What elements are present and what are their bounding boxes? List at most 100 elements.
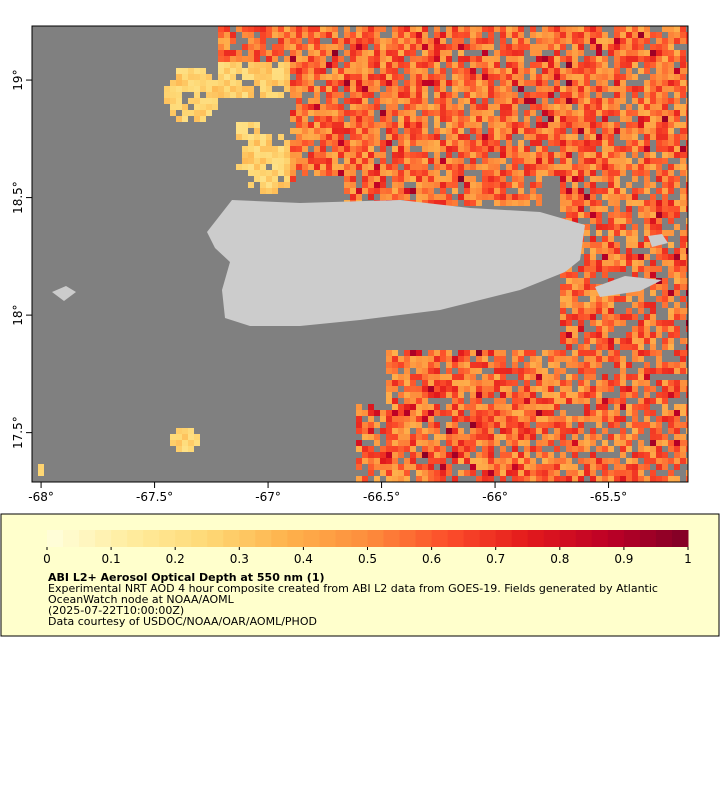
aod-pixel <box>626 458 632 464</box>
aod-pixel <box>656 86 662 92</box>
aod-pixel <box>584 242 590 248</box>
aod-pixel <box>182 428 188 434</box>
aod-pixel <box>470 110 476 116</box>
aod-pixel <box>668 164 674 170</box>
aod-pixel <box>392 350 398 356</box>
aod-pixel <box>542 152 548 158</box>
aod-pixel <box>452 200 458 206</box>
aod-pixel <box>626 116 632 122</box>
aod-pixel <box>602 302 608 308</box>
aod-pixel <box>224 92 230 98</box>
aod-pixel <box>608 422 614 428</box>
aod-pixel <box>674 326 680 332</box>
aod-pixel <box>674 26 680 32</box>
aod-pixel <box>566 176 572 182</box>
aod-pixel <box>530 62 536 68</box>
aod-pixel <box>674 416 680 422</box>
colorbar-swatch <box>143 530 160 547</box>
aod-pixel <box>218 68 224 74</box>
aod-pixel <box>554 68 560 74</box>
aod-pixel <box>566 278 572 284</box>
aod-pixel <box>482 458 488 464</box>
aod-pixel <box>266 140 272 146</box>
aod-pixel <box>686 410 688 416</box>
aod-pixel <box>344 26 350 32</box>
aod-pixel <box>578 284 584 290</box>
aod-pixel <box>188 446 194 452</box>
aod-pixel <box>260 92 266 98</box>
aod-pixel <box>440 92 446 98</box>
aod-pixel <box>680 338 686 344</box>
aod-pixel <box>416 416 422 422</box>
aod-pixel <box>584 386 590 392</box>
colorbar-swatch <box>303 530 320 547</box>
aod-pixel <box>272 44 278 50</box>
aod-pixel <box>644 128 650 134</box>
aod-pixel <box>500 146 506 152</box>
aod-pixel <box>572 440 578 446</box>
aod-pixel <box>638 200 644 206</box>
aod-pixel <box>266 182 272 188</box>
aod-pixel <box>542 440 548 446</box>
aod-pixel <box>488 386 494 392</box>
aod-pixel <box>296 86 302 92</box>
aod-pixel <box>638 242 644 248</box>
aod-pixel <box>638 404 644 410</box>
aod-pixel <box>320 134 326 140</box>
aod-pixel <box>512 410 518 416</box>
aod-pixel <box>218 74 224 80</box>
aod-pixel <box>428 104 434 110</box>
aod-pixel <box>590 242 596 248</box>
aod-pixel <box>392 122 398 128</box>
aod-pixel <box>422 164 428 170</box>
aod-pixel <box>230 80 236 86</box>
aod-pixel <box>548 158 554 164</box>
aod-pixel <box>362 410 368 416</box>
aod-pixel <box>482 464 488 470</box>
aod-pixel <box>626 362 632 368</box>
aod-pixel <box>374 458 380 464</box>
aod-pixel <box>398 176 404 182</box>
aod-pixel <box>596 164 602 170</box>
aod-pixel <box>554 428 560 434</box>
aod-pixel <box>590 44 596 50</box>
aod-pixel <box>662 362 668 368</box>
aod-pixel <box>686 290 688 296</box>
aod-pixel <box>668 254 674 260</box>
aod-pixel <box>518 356 524 362</box>
aod-pixel <box>650 350 656 356</box>
aod-pixel <box>398 434 404 440</box>
aod-pixel <box>236 92 242 98</box>
aod-pixel <box>470 464 476 470</box>
aod-pixel <box>494 176 500 182</box>
aod-pixel <box>440 182 446 188</box>
aod-pixel <box>398 50 404 56</box>
aod-pixel <box>446 464 452 470</box>
aod-pixel <box>560 110 566 116</box>
aod-pixel <box>662 458 668 464</box>
aod-pixel <box>230 56 236 62</box>
x-tick-label: -66.5° <box>363 490 400 504</box>
aod-pixel <box>656 428 662 434</box>
aod-pixel <box>590 350 596 356</box>
aod-pixel <box>434 158 440 164</box>
aod-pixel <box>218 92 224 98</box>
aod-pixel <box>422 110 428 116</box>
aod-pixel <box>524 386 530 392</box>
aod-pixel <box>686 62 688 68</box>
aod-pixel <box>476 152 482 158</box>
aod-pixel <box>632 110 638 116</box>
aod-pixel <box>452 422 458 428</box>
aod-pixel <box>452 416 458 422</box>
aod-pixel <box>614 230 620 236</box>
aod-pixel <box>626 314 632 320</box>
aod-pixel <box>290 44 296 50</box>
aod-pixel <box>434 170 440 176</box>
aod-pixel <box>290 164 296 170</box>
aod-pixel <box>512 194 518 200</box>
aod-pixel <box>560 350 566 356</box>
aod-pixel <box>662 152 668 158</box>
aod-pixel <box>596 308 602 314</box>
aod-pixel <box>680 440 686 446</box>
aod-pixel <box>668 242 674 248</box>
